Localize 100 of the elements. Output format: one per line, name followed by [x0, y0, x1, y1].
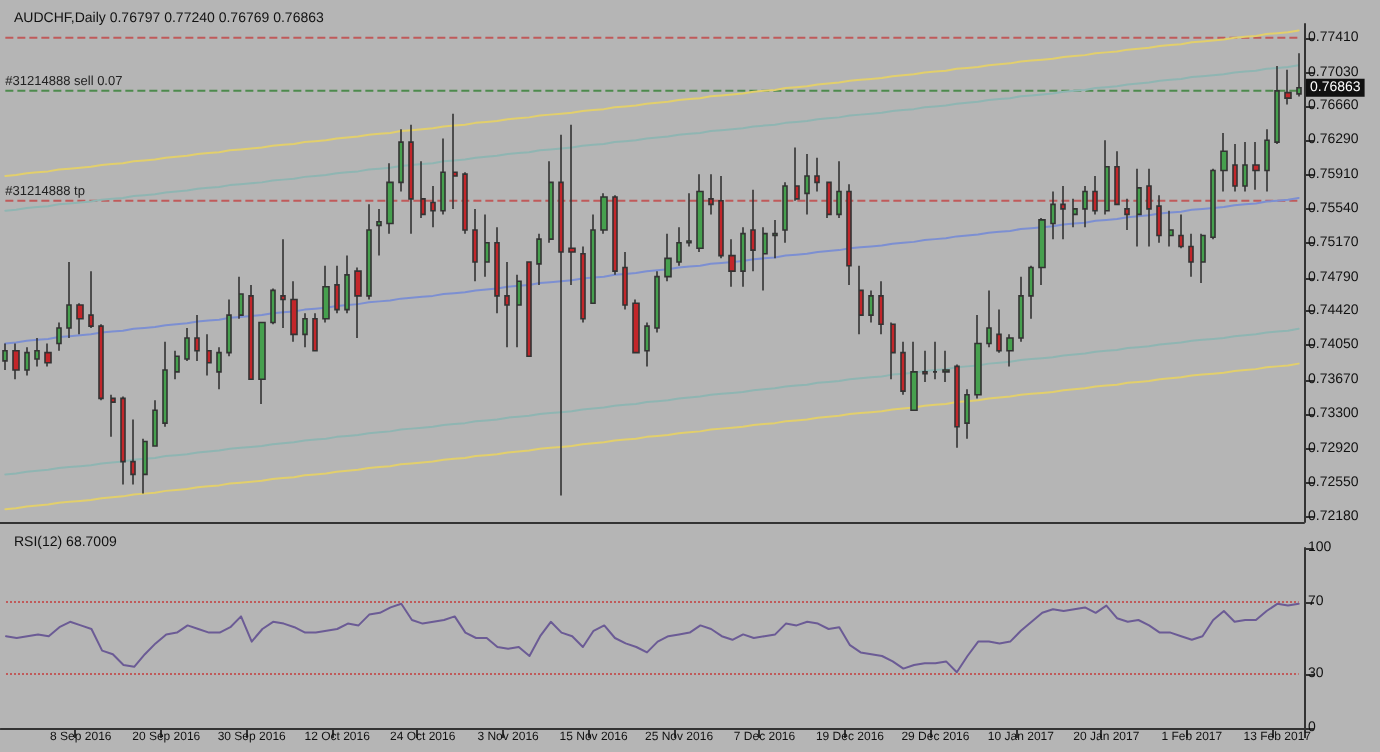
- candlestick: [110, 393, 116, 438]
- candlestick: [548, 160, 554, 244]
- candlestick: [868, 289, 874, 324]
- candlestick: [664, 232, 672, 283]
- candlestick: [1284, 68, 1292, 106]
- candlestick: [782, 181, 788, 244]
- candlestick: [762, 226, 768, 292]
- candlestick: [1156, 194, 1162, 244]
- candlestick: [226, 298, 232, 358]
- candlestick: [376, 208, 382, 257]
- candlestick: [194, 314, 200, 362]
- candlestick: [174, 350, 180, 380]
- candlestick: [504, 261, 510, 348]
- candlestick: [1038, 217, 1046, 286]
- candlestick: [526, 261, 532, 358]
- candlestick: [1252, 141, 1260, 191]
- candlestick: [536, 232, 542, 286]
- candlestick: [1136, 167, 1142, 248]
- candlestick: [398, 128, 404, 193]
- candlestick: [258, 321, 266, 405]
- candlestick: [484, 213, 490, 278]
- candlestick: [910, 340, 918, 412]
- candlestick: [44, 342, 52, 368]
- candlestick: [696, 173, 704, 253]
- line-series: [5, 602, 1300, 674]
- candlestick: [1072, 198, 1078, 229]
- candlestick: [494, 226, 500, 315]
- candlestick: [1168, 209, 1174, 248]
- candlestick: [718, 175, 724, 260]
- candlestick: [1060, 185, 1066, 240]
- candlestick: [1242, 141, 1248, 193]
- candlestick: [1264, 128, 1270, 193]
- candlestick: [708, 173, 714, 216]
- candlestick: [1104, 139, 1110, 216]
- candlestick: [472, 208, 478, 283]
- candlestick: [954, 363, 960, 449]
- candlestick: [162, 340, 168, 428]
- candlestick: [740, 226, 746, 288]
- candlestick: [142, 437, 148, 495]
- candlestick: [354, 266, 362, 339]
- candlestick: [344, 254, 350, 315]
- candlestick: [366, 203, 372, 301]
- candlestick: [24, 346, 30, 377]
- candlestick: [1006, 333, 1014, 368]
- candlestick: [922, 350, 928, 383]
- line-series: [4, 362, 1300, 511]
- candlestick: [312, 312, 318, 352]
- candlestick: [1050, 190, 1056, 240]
- candlestick: [600, 192, 608, 235]
- line-series: [4, 327, 1300, 476]
- candlestick: [270, 287, 276, 326]
- candlestick: [1028, 264, 1034, 320]
- candlestick: [322, 264, 330, 324]
- candlestick: [206, 333, 212, 377]
- candlestick: [632, 298, 640, 354]
- candlestick: [452, 112, 458, 210]
- candlestick: [1210, 167, 1216, 240]
- line-series: [4, 196, 1300, 345]
- candlestick: [622, 251, 628, 311]
- line-series: [4, 29, 1300, 177]
- candlestick: [1200, 232, 1206, 284]
- candlestick: [1114, 150, 1120, 206]
- candlestick: [98, 323, 104, 402]
- candlestick: [836, 160, 842, 219]
- candlestick: [728, 238, 736, 288]
- candlestick: [290, 280, 298, 343]
- candlestick: [794, 146, 800, 202]
- candlestick: [804, 153, 810, 216]
- candlestick: [216, 346, 222, 391]
- candlestick: [964, 388, 970, 440]
- candlestick: [1232, 143, 1238, 193]
- candlestick: [900, 340, 906, 396]
- candlestick: [644, 321, 650, 368]
- candlestick: [814, 156, 820, 193]
- candlestick: [386, 162, 394, 235]
- candlestick: [184, 327, 190, 362]
- candlestick: [302, 312, 308, 348]
- candlestick: [12, 342, 20, 380]
- candlestick: [974, 314, 982, 400]
- candlestick: [826, 181, 832, 219]
- candlestick: [238, 275, 244, 320]
- candlestick: [1018, 275, 1024, 343]
- candlestick: [120, 395, 126, 486]
- candlestick: [34, 337, 40, 368]
- candlestick: [408, 123, 414, 235]
- candlestick: [686, 192, 692, 248]
- candlestick: [420, 160, 426, 219]
- candlestick: [890, 321, 896, 380]
- candlestick: [612, 194, 618, 276]
- candlestick: [1146, 167, 1152, 248]
- candlestick: [1082, 185, 1088, 229]
- candlestick: [676, 226, 682, 267]
- candlestick: [56, 321, 62, 352]
- candlestick: [88, 270, 94, 329]
- candlestick: [590, 213, 596, 305]
- candlestick: [76, 302, 84, 336]
- candlestick: [878, 280, 884, 336]
- candlestick: [986, 289, 992, 348]
- candlestick: [248, 284, 254, 380]
- line-series: [4, 64, 1300, 212]
